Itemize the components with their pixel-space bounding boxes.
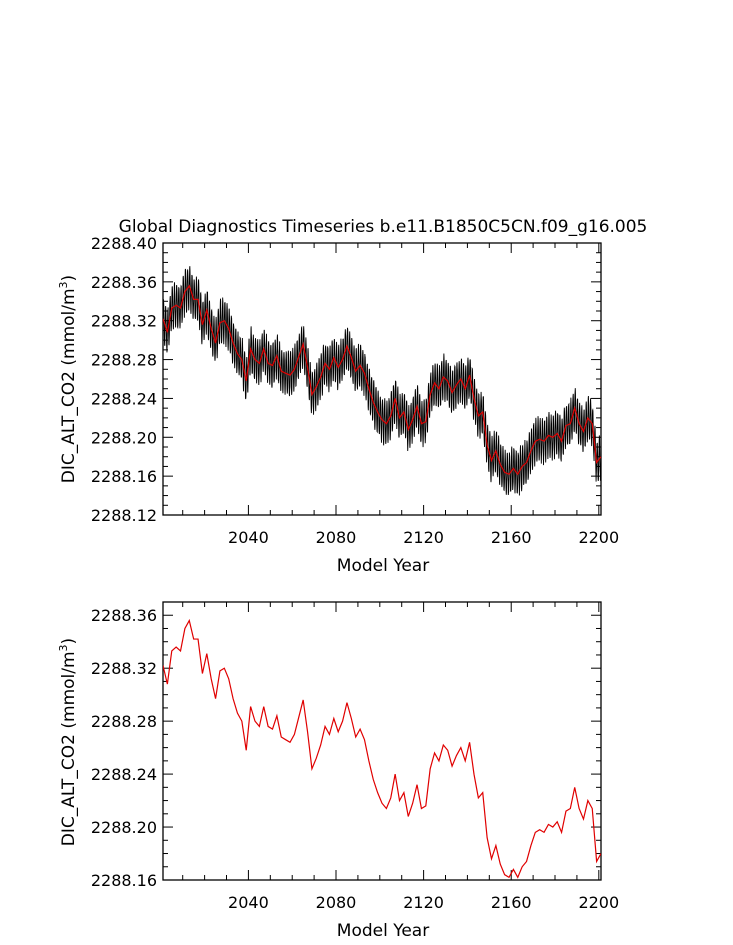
- top-plot-y-label-base: DIC_ALT_CO2 (mmol/m: [59, 288, 79, 483]
- top-plot-x-tick-label: 2120: [403, 528, 444, 547]
- top-plot-annual-mean-line: [163, 284, 601, 476]
- top-plot-frame: [162, 242, 602, 516]
- top-plot-y-label-close: ): [59, 275, 79, 282]
- top-plot-x-axis-label: Model Year: [337, 556, 429, 576]
- bottom-plot-annual-mean-line: [163, 618, 601, 879]
- top-plot-y-tick-label: 2288.28: [91, 351, 157, 370]
- top-plot: 2288.12 2288.16 2288.20 2288.24 2288.28 2288.…: [57, 234, 619, 576]
- top-plot-y-axis-label: DIC_ALT_CO2 (mmol/m3): [57, 275, 79, 483]
- top-plot-y-tick-labels: 2288.12 2288.16 2288.20 2288.24 2288.28 2288.…: [91, 234, 157, 525]
- bottom-plot-ticks: [163, 601, 601, 881]
- bottom-plot-frame: [162, 601, 602, 881]
- top-plot-y-label-superscript: 3: [57, 281, 70, 288]
- bottom-plot-y-tick-labels: 2288.16 2288.20 2288.24 2288.28 2288.32 2288.…: [91, 606, 157, 890]
- top-plot-x-tick-label: 2200: [578, 528, 619, 547]
- top-plot-y-tick-label: 2288.36: [91, 273, 157, 292]
- top-plot-x-tick-label: 2080: [316, 528, 357, 547]
- bottom-plot-series: [163, 618, 601, 879]
- top-plot-y-tick-label: 2288.16: [91, 467, 157, 486]
- bottom-plot-y-tick-label: 2288.24: [91, 765, 157, 784]
- top-plot-ticks: [163, 242, 601, 516]
- bottom-plot-y-tick-label: 2288.16: [91, 871, 157, 890]
- bottom-plot-y-tick-label: 2288.36: [91, 606, 157, 625]
- bottom-plot-series-group: [163, 618, 601, 879]
- top-plot-y-tick-label: 2288.24: [91, 389, 157, 408]
- bottom-plot: 2288.16 2288.20 2288.24 2288.28 2288.32 2288.…: [57, 601, 619, 941]
- top-plot-x-tick-label: 2160: [491, 528, 532, 547]
- bottom-plot-x-tick-label: 2080: [316, 893, 357, 912]
- bottom-plot-x-tick-labels: 2040 2080 2120 2160 2200: [228, 893, 619, 912]
- bottom-plot-x-axis-label: Model Year: [337, 921, 429, 941]
- top-plot-series: [163, 266, 601, 496]
- top-plot-monthly-line: [163, 266, 601, 496]
- bottom-plot-y-label-superscript: 3: [57, 644, 70, 651]
- top-plot-y-tick-label: 2288.20: [91, 428, 157, 447]
- top-plot-y-tick-label: 2288.12: [91, 506, 157, 525]
- top-plot-y-tick-label: 2288.32: [91, 312, 157, 331]
- top-plot-x-tick-label: 2040: [228, 528, 269, 547]
- bottom-plot-x-tick-label: 2200: [578, 893, 619, 912]
- bottom-plot-y-tick-label: 2288.20: [91, 818, 157, 837]
- bottom-plot-y-label-base: DIC_ALT_CO2 (mmol/m: [59, 651, 79, 846]
- top-plot-series-group: [163, 266, 601, 496]
- bottom-plot-x-tick-label: 2160: [491, 893, 532, 912]
- bottom-plot-y-axis-label: DIC_ALT_CO2 (mmol/m3): [57, 638, 79, 846]
- bottom-plot-y-label-close: ): [59, 638, 79, 645]
- figure-title: Global Diagnostics Timeseries b.e11.B185…: [119, 217, 648, 237]
- top-plot-y-tick-label: 2288.40: [91, 234, 157, 253]
- bottom-plot-x-tick-label: 2040: [228, 893, 269, 912]
- bottom-plot-y-tick-label: 2288.32: [91, 659, 157, 678]
- top-plot-x-tick-labels: 2040 2080 2120 2160 2200: [228, 528, 619, 547]
- bottom-plot-y-tick-label: 2288.28: [91, 712, 157, 731]
- bottom-plot-x-tick-label: 2120: [403, 893, 444, 912]
